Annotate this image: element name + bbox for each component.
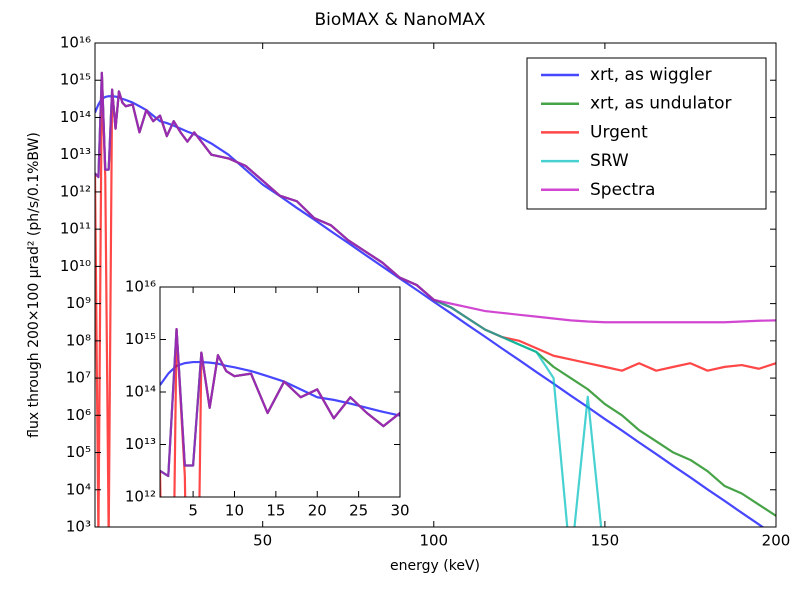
y-tick-label: 10⁷ <box>66 369 91 387</box>
series-line <box>160 327 400 478</box>
y-tick-label: 10¹² <box>60 182 91 200</box>
y-tick-label: 10⁵ <box>66 443 91 461</box>
x-tick-label: 100 <box>419 532 448 550</box>
series-line <box>95 71 776 324</box>
x-tick-label: 150 <box>591 532 620 550</box>
plot-frame <box>94 42 777 528</box>
y-tick-label: 10¹³ <box>60 145 91 163</box>
y-tick-label: 10¹⁰ <box>60 257 91 275</box>
x-tick-label: 50 <box>253 532 272 550</box>
legend-label: Spectra <box>590 180 655 200</box>
y-tick-label: 10¹⁴ <box>125 383 156 401</box>
x-tick-label: 200 <box>762 532 791 550</box>
x-tick-label: 15 <box>266 502 285 520</box>
legend-label: xrt, as undulator <box>590 94 732 114</box>
y-tick-label: 10¹⁴ <box>60 108 91 126</box>
legend-label: SRW <box>590 151 629 171</box>
x-tick-label: 25 <box>349 502 368 520</box>
x-tick-label: 10 <box>225 502 244 520</box>
x-tick-label: 30 <box>390 502 409 520</box>
series-group <box>160 327 400 497</box>
y-tick-label: 10¹³ <box>125 435 156 453</box>
y-tick-label: 10⁴ <box>66 480 91 498</box>
y-tick-label: 10¹⁶ <box>125 278 156 296</box>
y-tick-label: 10¹¹ <box>60 220 91 238</box>
y-axis-label: flux through 200×100 µrad² (ph/s/0.1%BW) <box>26 132 42 438</box>
plot-background <box>160 287 400 497</box>
series-line <box>95 95 765 527</box>
series-group <box>95 71 776 527</box>
y-tick-label: 10¹⁶ <box>60 34 91 52</box>
y-tick-label: 10⁶ <box>66 406 91 424</box>
y-tick-label: 10⁸ <box>66 331 91 349</box>
y-tick-label: 10¹⁵ <box>60 71 91 89</box>
legend-label: xrt, as wiggler <box>590 65 712 85</box>
y-tick-label: 10⁹ <box>66 294 91 312</box>
inset-plot: 5 10 15 20 25 30 10¹² 10¹³ 10¹⁴ 10¹⁵ 10¹⁶ <box>125 278 410 520</box>
legend-label: Urgent <box>590 122 648 142</box>
x-tick-label: 20 <box>308 502 327 520</box>
x-tick-label: 5 <box>188 502 198 520</box>
chart-title: BioMAX & NanoMAX <box>314 10 485 30</box>
y-tick-label: 10¹² <box>125 488 156 506</box>
x-axis-label: energy (keV) <box>390 558 480 574</box>
legend: xrt, as wiggler xrt, as undulator Urgent SR… <box>526 57 767 210</box>
y-tick-label: 10³ <box>66 518 91 536</box>
y-tick-label: 10¹⁵ <box>125 330 156 348</box>
series-line <box>160 360 400 417</box>
